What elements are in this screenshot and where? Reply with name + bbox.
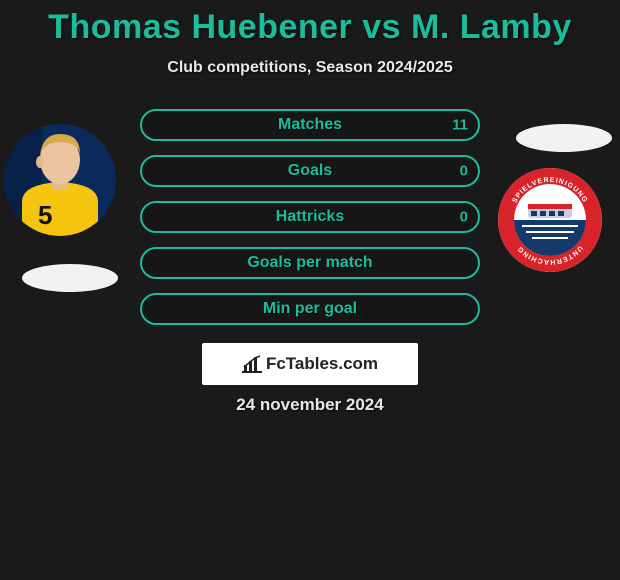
- stat-row-matches: Matches 11: [140, 109, 480, 141]
- stat-row-hattricks: Hattricks 0: [140, 201, 480, 233]
- chart-icon: [242, 355, 262, 373]
- stat-row-goals: Goals 0: [140, 155, 480, 187]
- stat-row-min-per-goal: Min per goal: [140, 293, 480, 325]
- stat-label: Goals per match: [247, 254, 372, 272]
- stat-right-value: 0: [460, 163, 468, 180]
- page-title: Thomas Huebener vs M. Lamby: [0, 8, 620, 47]
- stat-right-value: 0: [460, 209, 468, 226]
- stats-table: Matches 11 Goals 0 Hattricks 0 Goals per…: [0, 109, 620, 325]
- stat-label: Hattricks: [276, 208, 344, 226]
- stat-label: Min per goal: [263, 300, 357, 318]
- stat-label: Matches: [278, 116, 342, 134]
- stat-label: Goals: [288, 162, 332, 180]
- branding-box: FcTables.com: [202, 343, 418, 385]
- branding-text: FcTables.com: [266, 354, 378, 374]
- subtitle: Club competitions, Season 2024/2025: [0, 59, 620, 77]
- stat-row-goals-per-match: Goals per match: [140, 247, 480, 279]
- date-text: 24 november 2024: [0, 395, 620, 415]
- stat-right-value: 11: [452, 117, 468, 134]
